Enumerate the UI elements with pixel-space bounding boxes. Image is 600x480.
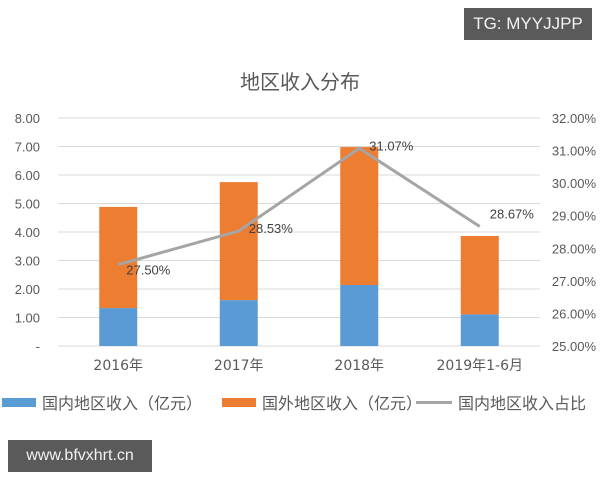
legend-label: 国外地区收入（亿元） bbox=[262, 394, 423, 413]
right-axis-tick: 32.00% bbox=[552, 111, 597, 126]
right-axis-tick: 31.00% bbox=[552, 144, 597, 159]
left-axis-tick: 6.00 bbox=[15, 168, 40, 183]
bar-domestic bbox=[99, 308, 138, 346]
right-axis-tick: 29.00% bbox=[552, 209, 597, 224]
legend-item-share: 国内地区收入占比 bbox=[416, 388, 586, 416]
legend-swatch-line-icon bbox=[416, 400, 452, 404]
x-axis-label: 2016年 bbox=[93, 358, 143, 374]
left-axis-tick: 3.00 bbox=[15, 254, 40, 269]
bar-domestic bbox=[219, 300, 258, 346]
left-axis-tick: 1.00 bbox=[15, 311, 40, 326]
left-axis-tick: 8.00 bbox=[15, 111, 40, 126]
legend-label: 国内地区收入（亿元） bbox=[42, 394, 203, 413]
bar-domestic bbox=[340, 285, 379, 346]
share-line bbox=[117, 146, 481, 267]
x-axis-label: 2017年 bbox=[214, 358, 264, 374]
chart-title: 地区收入分布 bbox=[240, 70, 360, 94]
watermark-badge-top: TG: MYYJJPP bbox=[464, 8, 592, 40]
share-data-label: 31.07% bbox=[369, 138, 414, 153]
share-data-label: 28.67% bbox=[490, 206, 535, 221]
left-axis-tick: 5.00 bbox=[15, 197, 40, 212]
bar-domestic bbox=[460, 314, 499, 346]
right-axis-tick: 25.00% bbox=[552, 339, 597, 354]
chart-legend: 国内地区收入（亿元） 国外地区收入（亿元） 国内地区收入占比 bbox=[0, 388, 600, 416]
bar-foreign bbox=[460, 235, 499, 315]
watermark-badge-bottom: www.bfvxhrt.cn bbox=[8, 440, 152, 472]
right-axis-tick: 28.00% bbox=[552, 241, 597, 256]
right-axis-tick: 27.00% bbox=[552, 274, 597, 289]
bar-foreign bbox=[340, 147, 379, 286]
right-axis-tick: 26.00% bbox=[552, 306, 597, 321]
legend-item-foreign: 国外地区收入（亿元） bbox=[222, 388, 422, 416]
share-data-label: 27.50% bbox=[126, 263, 171, 278]
legend-item-domestic: 国内地区收入（亿元） bbox=[2, 388, 202, 416]
left-axis-tick: 4.00 bbox=[15, 225, 40, 240]
legend-label: 国内地区收入占比 bbox=[458, 394, 587, 413]
bar-foreign bbox=[219, 182, 258, 301]
x-axis-label: 2019年1-6月 bbox=[437, 358, 524, 374]
x-axis-label: 2018年 bbox=[334, 358, 384, 374]
bar-foreign bbox=[99, 206, 138, 309]
legend-swatch-orange-icon bbox=[222, 397, 256, 407]
left-axis-tick: - bbox=[36, 339, 40, 354]
left-axis-tick: 7.00 bbox=[15, 140, 40, 155]
legend-swatch-blue-icon bbox=[2, 397, 36, 407]
left-axis-tick: 2.00 bbox=[15, 282, 40, 297]
share-data-label: 28.53% bbox=[249, 221, 294, 236]
right-axis-tick: 30.00% bbox=[552, 176, 597, 191]
